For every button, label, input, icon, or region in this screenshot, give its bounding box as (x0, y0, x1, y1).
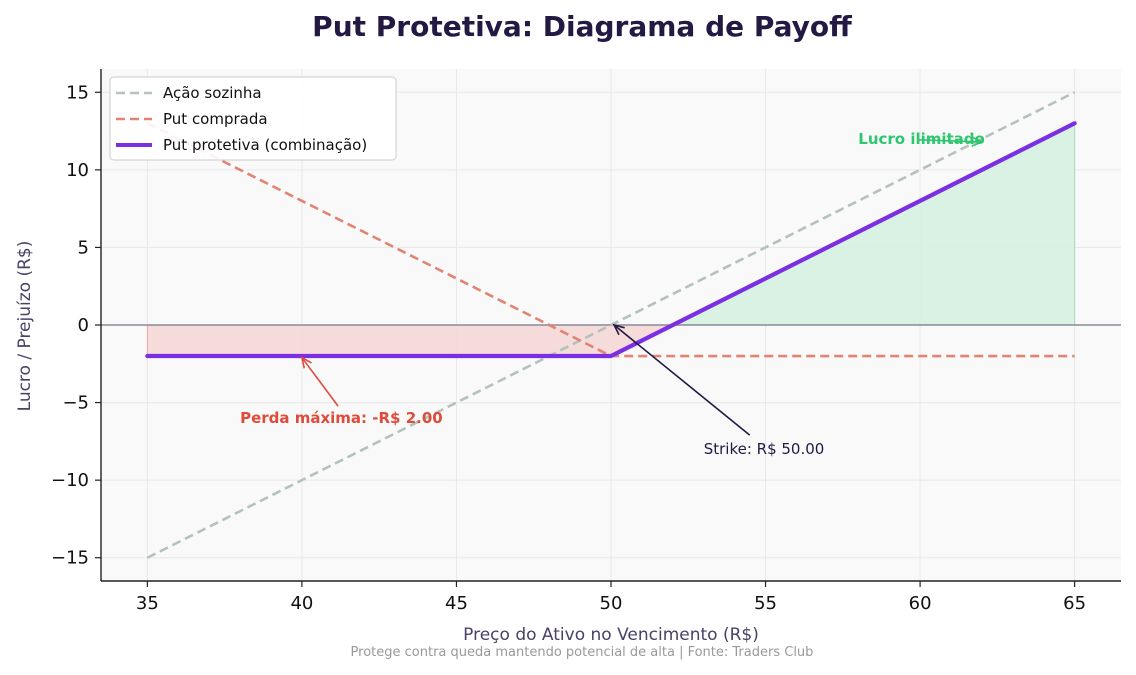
x-tick-label: 65 (1063, 593, 1086, 614)
legend-label-0: Ação sozinha (163, 84, 262, 102)
x-tick-label: 60 (909, 593, 932, 614)
annotation-arrow-2 (613, 324, 751, 436)
annotation-arrowhead-2 (612, 323, 625, 336)
loss-area (147, 325, 673, 357)
legend-label-2: Put protetiva (combinação) (163, 136, 367, 154)
axes (95, 69, 1121, 587)
y-tick-label: 0 (78, 315, 89, 336)
chart-title: Put Protetiva: Diagrama de Payoff (312, 10, 852, 43)
annotation-text-0: Perda máxima: -R$ 2.00 (240, 409, 443, 427)
x-tick-label: 50 (600, 593, 623, 614)
series-line-2 (145, 121, 1077, 359)
legend-label-1: Put comprada (163, 110, 268, 128)
y-tick-label: 15 (66, 82, 89, 103)
annotation-arrow-0 (301, 357, 339, 407)
y-tick-label: 10 (66, 160, 89, 181)
annotation-text-2: Strike: R$ 50.00 (704, 440, 825, 458)
series-lines (145, 91, 1077, 559)
annotations: Perda máxima: -R$ 2.00 Lucro ilimitado Str… (240, 130, 985, 458)
annotation-arrowhead-0 (300, 356, 312, 369)
footnote: Protege contra queda mantendo potencial … (351, 645, 814, 660)
x-tick-label: 45 (445, 593, 468, 614)
y-tick-label: −5 (62, 393, 89, 414)
y-tick-label: −15 (51, 548, 89, 569)
y-axis-label: Lucro / Prejuízo (R$) (15, 241, 35, 412)
y-tick-label: −10 (51, 470, 89, 491)
tick-labels: 35 40 45 50 55 60 65 −15 −10 −5 0 5 10 15 (51, 82, 1086, 614)
annotation-arrow-1 (918, 139, 982, 143)
legend-box (109, 76, 397, 161)
legend: Ação sozinha Put comprada Put protetiva (c… (109, 76, 397, 161)
x-tick-label: 40 (290, 593, 313, 614)
annotation-arrowhead-1 (971, 136, 984, 147)
series-line-0 (146, 91, 1076, 559)
annotation-text-1: Lucro ilimitado (858, 130, 985, 148)
x-tick-label: 55 (754, 593, 777, 614)
x-tick-label: 35 (136, 593, 159, 614)
x-axis-label: Preço do Ativo no Vencimento (R$) (463, 625, 759, 645)
y-tick-label: 5 (78, 237, 89, 258)
